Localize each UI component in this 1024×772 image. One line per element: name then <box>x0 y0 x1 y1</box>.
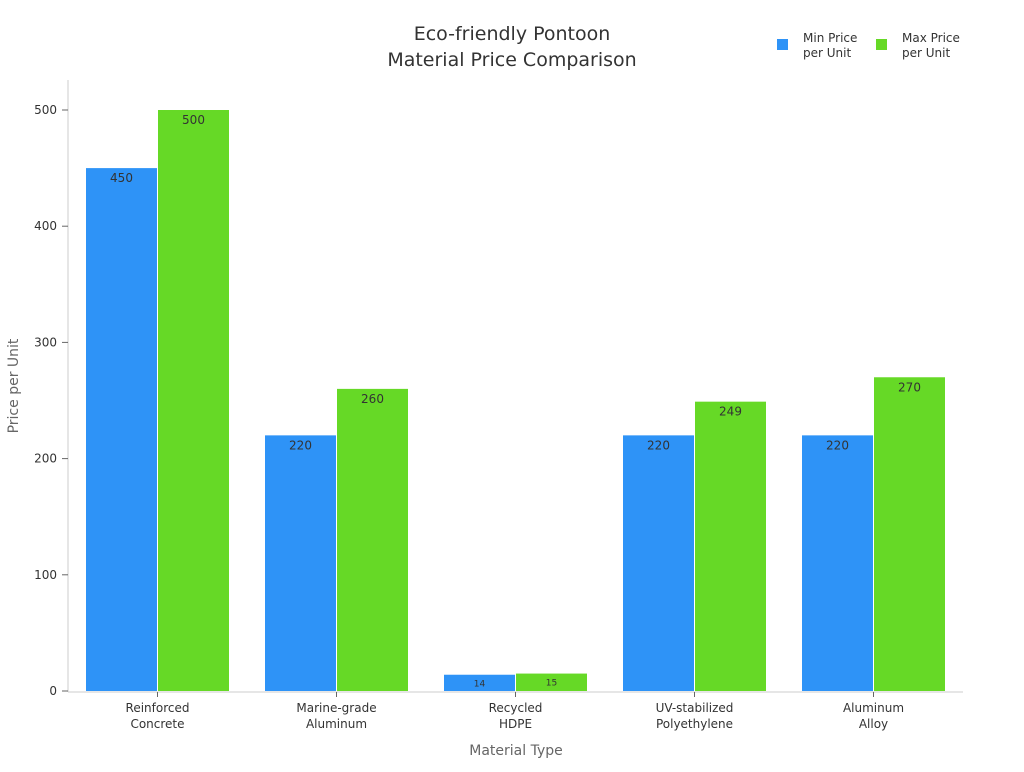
data-label: 450 <box>110 171 133 185</box>
data-label: 220 <box>289 438 312 452</box>
y-tick-label: 100 <box>34 568 57 582</box>
bar-min <box>623 435 694 691</box>
x-tick-label: Aluminum <box>306 717 367 731</box>
data-label: 15 <box>546 679 557 689</box>
data-label: 14 <box>474 680 486 690</box>
bar-max <box>874 377 945 691</box>
bar-max <box>337 388 408 691</box>
y-tick-label: 300 <box>34 335 57 349</box>
bar-max <box>158 110 229 691</box>
y-tick-label: 0 <box>49 684 57 698</box>
legend-label-min-line-2: per Unit <box>803 46 851 60</box>
x-tick-label: Polyethylene <box>656 717 733 731</box>
legend: Min Price per Unit Max Price per Unit <box>777 31 960 60</box>
y-axis-title: Price per Unit <box>6 338 22 433</box>
bar-min <box>86 168 157 692</box>
bar-min <box>444 674 515 691</box>
data-label: 260 <box>361 392 384 406</box>
legend-label-max-line-2: per Unit <box>902 46 950 60</box>
y-tick-label: 400 <box>34 219 57 233</box>
bar-max <box>516 673 587 691</box>
chart-title-line-2: Material Price Comparison <box>387 49 636 71</box>
legend-label-max-line-1: Max Price <box>902 31 960 45</box>
data-label: 220 <box>826 438 849 452</box>
data-label: 270 <box>898 380 921 394</box>
x-tick-label: Marine-grade <box>296 701 376 715</box>
x-tick-label: HDPE <box>499 717 532 731</box>
x-tick-label: UV-stabilized <box>656 701 734 715</box>
x-tick-label: Alloy <box>859 717 888 731</box>
legend-label-min-line-1: Min Price <box>803 31 857 45</box>
x-tick-label: Recycled <box>489 701 543 715</box>
y-tick-label: 200 <box>34 452 57 466</box>
x-tick-label: Concrete <box>130 717 184 731</box>
y-tick-label: 500 <box>34 103 57 117</box>
data-label: 249 <box>719 405 742 419</box>
data-label: 500 <box>182 113 205 127</box>
x-tick-label: Aluminum <box>843 701 904 715</box>
bar-min <box>265 435 336 691</box>
bar-min <box>802 435 873 691</box>
legend-swatch-min <box>777 39 788 50</box>
x-tick-label: Reinforced <box>126 701 190 715</box>
bar-max <box>695 401 766 691</box>
data-label: 220 <box>647 438 670 452</box>
x-axis-title: Material Type <box>469 743 562 759</box>
chart-title-line-1: Eco-friendly Pontoon <box>414 23 611 45</box>
legend-swatch-max <box>876 39 887 50</box>
